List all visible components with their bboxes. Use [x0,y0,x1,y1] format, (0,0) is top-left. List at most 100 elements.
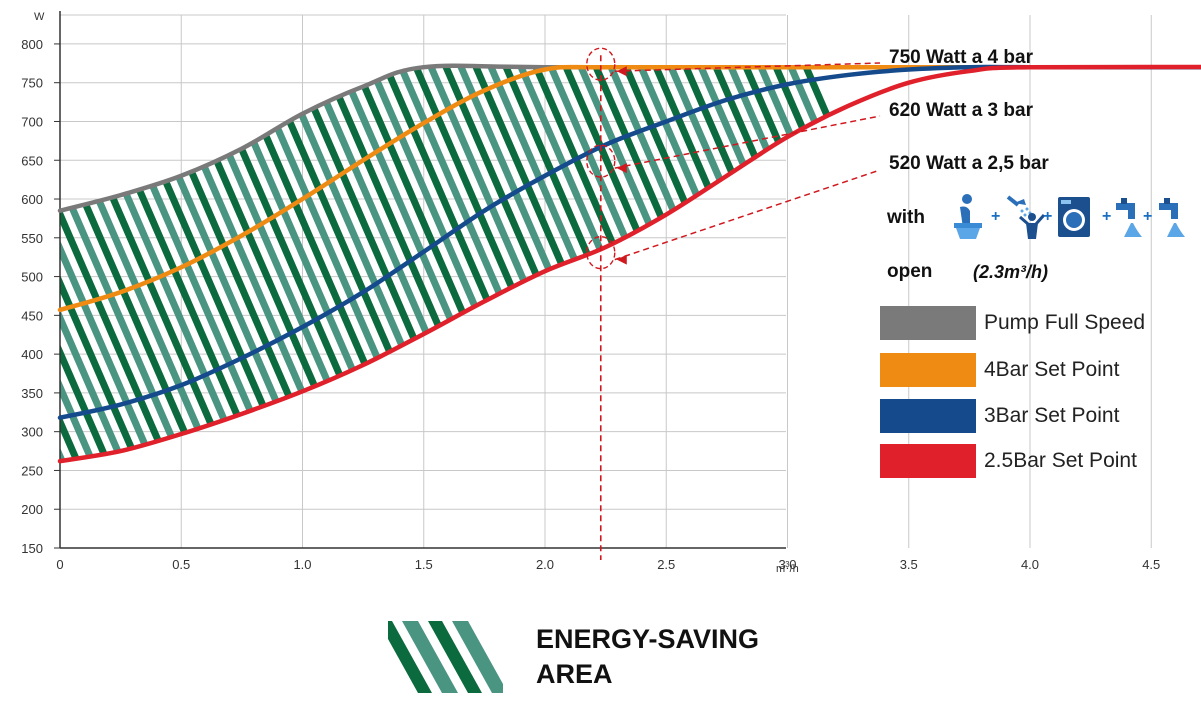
hatch-stripe [60,65,64,462]
hatch-stripe [0,30,45,560]
toilet-icon [954,194,982,239]
hatch-stripe [366,65,604,462]
x-tick-label: 0.5 [172,557,190,572]
hatch-stripe [216,65,454,462]
energy-saving-line2: AREA [536,659,613,689]
x-axis-unit: m3/h [776,560,799,575]
legend-label: 2.5Bar Set Point [984,449,1137,472]
y-tick-label: 500 [21,270,43,285]
hatch-stripe [60,65,199,462]
hatch-stripe [171,65,409,462]
hatch-stripe [276,65,514,462]
x-tick-label: 4.5 [1142,557,1160,572]
legend-swatch [880,399,976,433]
energy-saving-hatch [0,30,1024,560]
annotation-520w: 520 Watt a 2,5 bar [889,153,1049,174]
x-tick-label: 0 [56,557,63,572]
y-tick-label: 250 [21,463,43,478]
annotation-leader-line [614,115,881,169]
open-label: open [887,261,933,282]
x-tick-label: 1.5 [415,557,433,572]
operating-point-circle [586,235,616,270]
y-tick-label: 700 [21,114,43,129]
hatch-stripe [486,65,724,462]
hatch-stripe [201,65,439,462]
legend-label: 3Bar Set Point [984,404,1120,427]
hatch-stripe [621,65,859,462]
annotation-leader-line [614,62,881,72]
x-tick-label: 4.0 [1021,557,1039,572]
legend-item-3bar: 3Bar Set Point [880,398,1119,434]
y-tick-label: 800 [21,37,43,52]
x-tick-label: 2.5 [657,557,675,572]
hatch-stripe [261,65,499,462]
hatch-stripe [60,65,244,462]
y-tick-label: 150 [21,541,43,556]
hatch-stripe [0,30,30,560]
hatch-stripe [561,65,799,462]
with-label: with [887,207,925,228]
annotation-leader-line [614,169,881,261]
hatch-stripe [81,65,319,462]
hatch-stripe [60,65,214,462]
x-tick-label: 3.0 [778,557,796,572]
hatch-stripe [231,65,469,462]
hatch-stripe [531,65,769,462]
hatch-stripe [96,65,334,462]
hatch-stripe [351,65,589,462]
hatch-stripe [591,65,829,462]
hatch-stripe [60,65,184,462]
plus-sign: + [991,208,1001,225]
energy-saving-line1: ENERGY-SAVING [536,624,760,654]
hatch-stripe [396,65,634,462]
hatch-stripe [516,65,754,462]
x-tick-label: 2.0 [536,557,554,572]
annotation-620w: 620 Watt a 3 bar [889,100,1033,121]
y-axis-unit: W [34,11,45,23]
hatch-stripe [306,65,544,462]
hatch-stripe [471,65,709,462]
hatch-stripe [681,65,919,462]
y-tick-label: 300 [21,425,43,440]
y-tick-label: 650 [21,153,43,168]
x-tick-label: 1.0 [293,557,311,572]
hatch-stripe [60,65,289,462]
hatch-stripe [291,65,529,462]
hatch-stripe [186,65,424,462]
hatch-stripe [441,65,679,462]
annotation-750w: 750 Watt a 4 bar [889,47,1033,68]
chart-axes: 00.51.01.52.02.53.03.54.04.55.05.5150200… [21,11,1160,572]
hatch-stripe [60,65,109,462]
arrowhead-icon [616,163,627,174]
x-tick-label: 3.5 [900,557,918,572]
hatch-stripe [336,65,574,462]
hatch-stripe [321,65,559,462]
y-tick-label: 450 [21,308,43,323]
operating-point-markers [586,47,881,560]
arrowhead-icon [616,254,627,265]
series-line-2-5bar-set-point [57,64,1201,464]
energy-saving-label: ENERGY-SAVING AREA [536,622,759,692]
legend-swatch [880,353,976,387]
y-tick-label: 750 [21,76,43,91]
arrowhead-icon [616,66,627,77]
legend-item-full-speed: Pump Full Speed [880,305,1145,341]
faucet-icon [1159,198,1185,237]
chart-series [57,63,1201,464]
washing-machine-icon [1058,197,1090,237]
legend-item-4bar: 4Bar Set Point [880,352,1119,388]
hatch-stripe [651,65,889,462]
y-tick-label: 400 [21,347,43,362]
y-tick-label: 200 [21,502,43,517]
energy-saving-swatch [388,621,503,693]
plus-sign: + [1102,208,1112,225]
flow-rate-label: (2.3m³/h) [973,262,1049,282]
shower-icon [1006,195,1046,239]
legend-item-2-5bar: 2.5Bar Set Point [880,443,1137,479]
y-tick-label: 350 [21,386,43,401]
hatch-stripe [141,65,379,462]
operating-point-circle [586,47,616,81]
hatch-stripe [126,65,364,462]
y-tick-label: 600 [21,192,43,207]
